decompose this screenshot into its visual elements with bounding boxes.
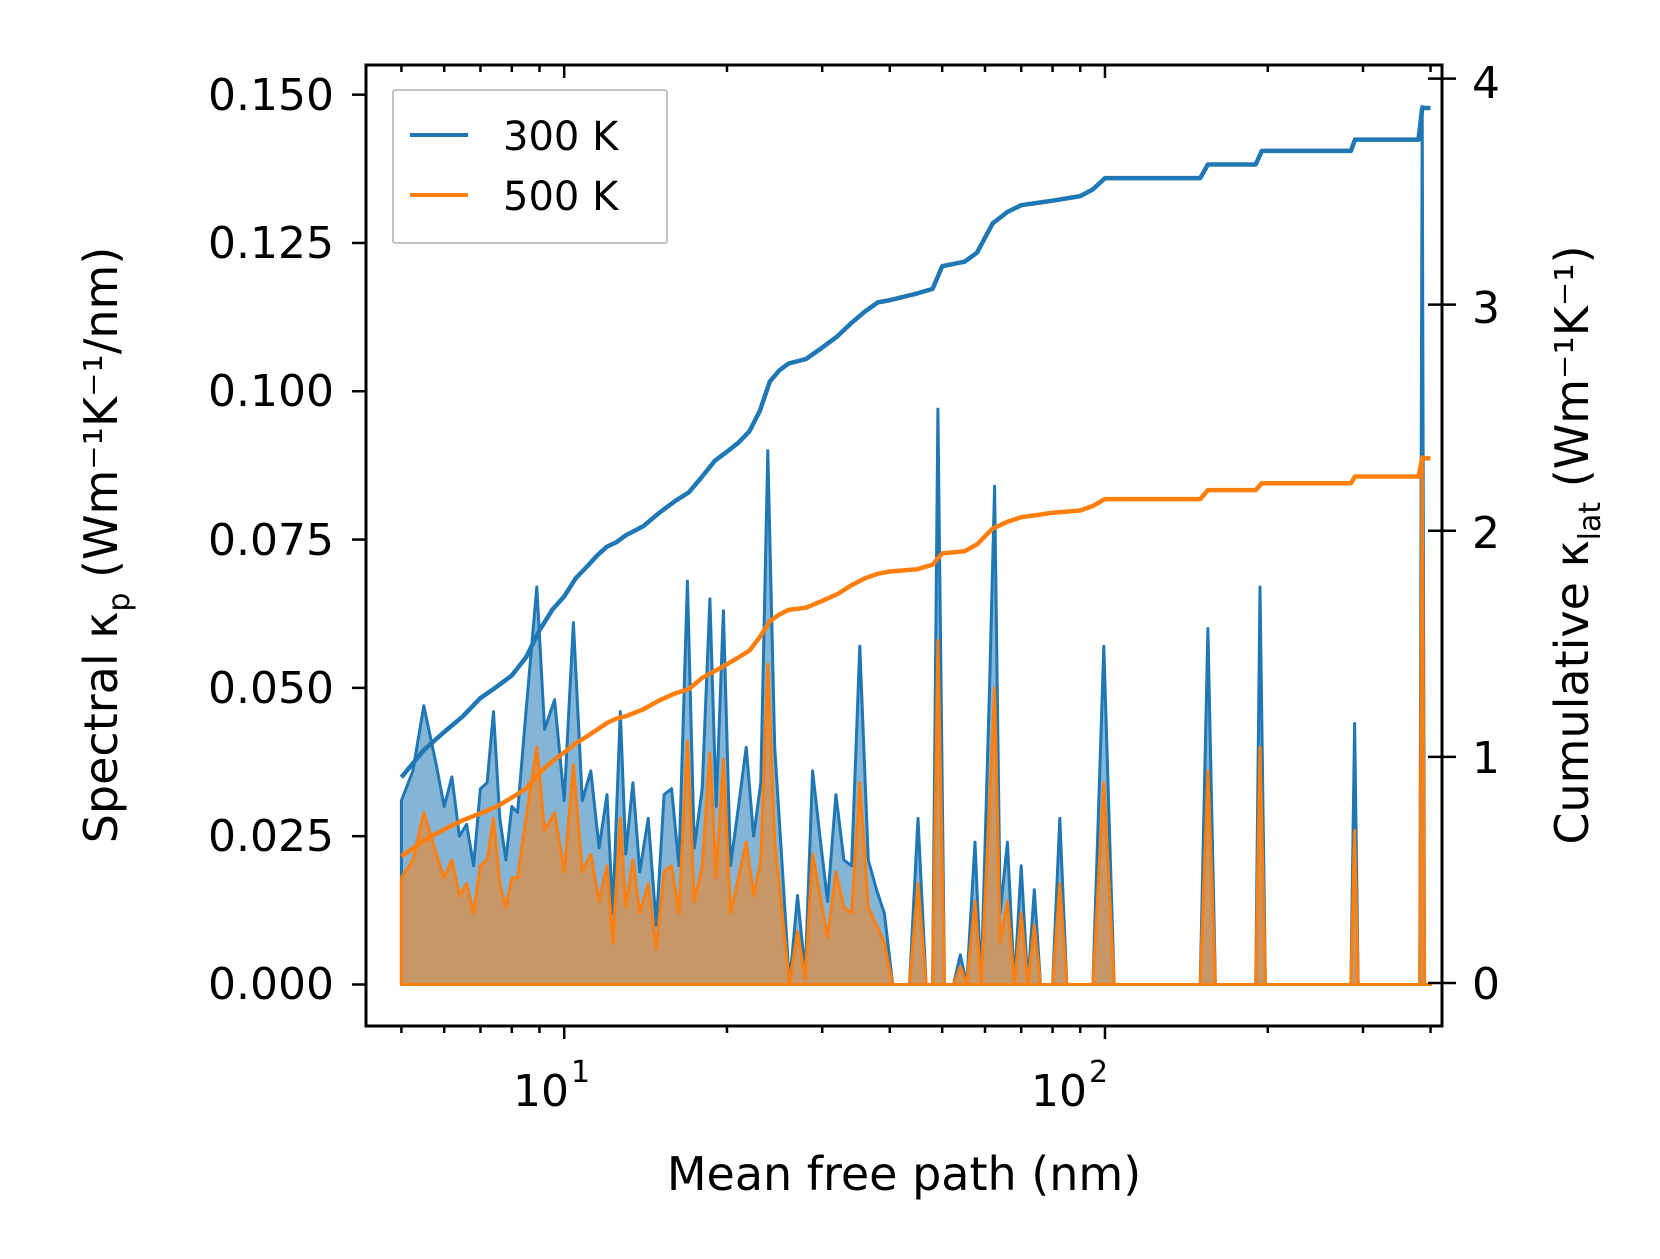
y-right-tick-label: 0: [1472, 959, 1500, 1010]
x-tick-label-10: 10: [513, 1066, 569, 1117]
y-left-tick-label: 0.025: [208, 811, 334, 862]
x-tick-label-100: 10: [1031, 1066, 1087, 1117]
y-left-tick-label: 0.150: [208, 70, 334, 121]
y-left-tick-label: 0.075: [208, 515, 334, 566]
y-left-tick-label: 0.050: [208, 663, 334, 714]
y-left-tick-label: 0.000: [208, 959, 334, 1010]
axes-frame: [364, 63, 1444, 1028]
plot-area: [399, 105, 1432, 986]
y-right-label-sub: lat: [1573, 502, 1608, 541]
y-right-tick-label: 2: [1472, 508, 1500, 559]
x-tick-exponent-10: 1: [571, 1055, 590, 1090]
y-right-label-main: Cumulative κ: [1545, 540, 1599, 844]
y-right-tick-label: 1: [1472, 733, 1500, 784]
legend: 300 K 500 K: [392, 89, 668, 244]
spectral-area-500k: [399, 455, 1432, 986]
y-right-tick-label: 4: [1472, 58, 1500, 109]
y-axis-label-right: Cumulative κlat (Wm⁻¹K⁻¹): [1545, 245, 1608, 844]
cumulative-line-500k: [400, 456, 1431, 859]
y-left-tick-label: 0.125: [208, 218, 334, 269]
y-right-label-units: (Wm⁻¹K⁻¹): [1545, 245, 1599, 501]
y-left-tick-label: 0.100: [208, 366, 334, 417]
y-left-label-units: (Wm⁻¹K⁻¹/nm): [74, 247, 128, 593]
y-right-tick-labels: 0 1 2 3 4: [1472, 58, 1500, 1010]
y-left-label-main: Spectral κ: [74, 612, 128, 844]
x-axis-label: Mean free path (nm): [667, 1147, 1141, 1201]
legend-box: [392, 89, 668, 244]
y-right-tick-label: 3: [1472, 283, 1500, 334]
axis-ticks: [352, 65, 1456, 1039]
y-left-label-sub: p: [102, 593, 137, 612]
legend-label-300k: 300 K: [503, 114, 620, 160]
y-axis-label-left: Spectral κp (Wm⁻¹K⁻¹/nm): [74, 247, 137, 844]
x-tick-exponent-100: 2: [1089, 1055, 1108, 1090]
legend-label-500k: 500 K: [503, 174, 620, 220]
cumulative-line-300k: [399, 105, 1431, 779]
y-left-tick-labels: 0.000 0.025 0.050 0.075 0.100 0.125 0.15…: [208, 70, 334, 1010]
